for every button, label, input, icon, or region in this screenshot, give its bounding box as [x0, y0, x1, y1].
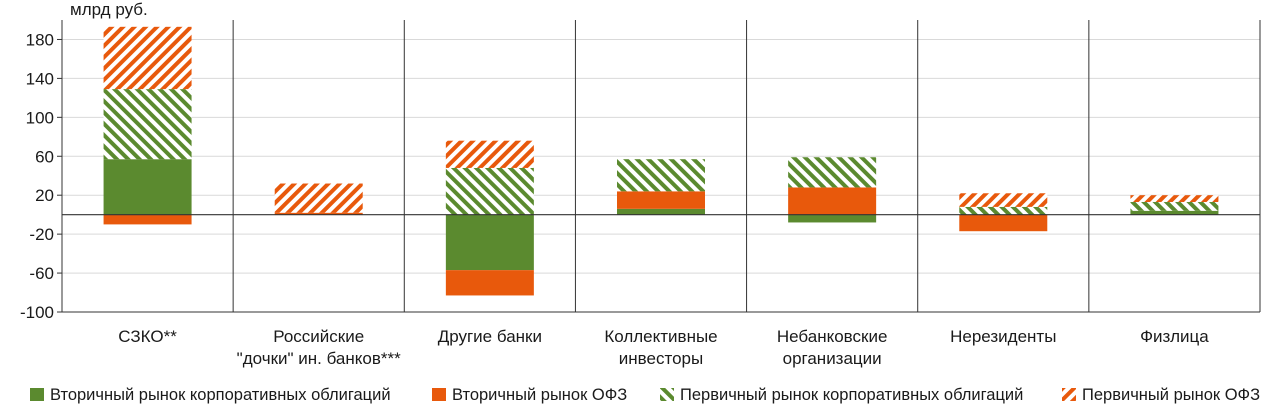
bar-segment-1	[1130, 210, 1219, 215]
category-label: Физлица	[1140, 327, 1209, 346]
category-label: Нерезиденты	[950, 327, 1056, 346]
bar-segment-2	[617, 191, 705, 209]
y-tick-label: 140	[26, 69, 54, 88]
bar-segment-4	[274, 183, 363, 213]
legend-swatch	[30, 388, 44, 401]
bar-segment-1	[788, 214, 877, 223]
legend-label: Первичный рынок корпоративных облигаций	[680, 386, 1023, 404]
legend-swatch	[432, 388, 446, 401]
category-label: Другие банки	[438, 327, 542, 346]
y-tick-label: -60	[29, 264, 54, 283]
bar-segment-3	[445, 167, 534, 215]
bars	[103, 26, 1219, 296]
category-label: Небанковские	[777, 327, 888, 346]
bar-segment-2	[274, 212, 363, 215]
legend-swatch	[1062, 388, 1076, 401]
axes	[57, 20, 1261, 313]
category-label: инвесторы	[619, 349, 703, 368]
bar-segment-3	[788, 157, 877, 188]
legend: Вторичный рынок корпоративных облигаций В…	[30, 386, 1260, 404]
category-label: Российские	[273, 327, 364, 346]
y-tick-label: 180	[26, 30, 54, 49]
bar-segment-1	[617, 208, 705, 215]
category-label: "дочки" ин. банков***	[237, 349, 401, 368]
category-label: организации	[783, 349, 882, 368]
legend-label: Вторичный рынок ОФЗ	[452, 386, 627, 404]
bar-segment-2	[103, 214, 192, 225]
legend-label: Первичный рынок ОФЗ	[1082, 386, 1260, 404]
bar-segment-2	[959, 214, 1048, 232]
bar-segment-3	[1130, 202, 1219, 211]
y-tick-label: -20	[29, 225, 54, 244]
bar-segment-1	[445, 214, 534, 271]
legend-label: Вторичный рынок корпоративных облигаций	[50, 386, 391, 404]
bar-segment-2	[445, 270, 534, 296]
unit-label: млрд руб.	[70, 0, 148, 19]
category-label: Коллективные	[604, 327, 717, 346]
bar-segment-3	[617, 159, 705, 192]
bar-segment-4	[959, 193, 1048, 207]
legend-swatch	[660, 388, 674, 401]
labels: 180 140 100 60 20 -20 -60 -100 млрд руб. СЗКО** Ро…	[20, 0, 1209, 368]
bar-segment-4	[103, 26, 192, 90]
y-tick-label: -100	[20, 303, 54, 322]
y-tick-label: 100	[26, 108, 54, 127]
category-label: СЗКО**	[118, 327, 177, 346]
bar-segment-3	[959, 206, 1048, 215]
bar-segment-3	[103, 89, 192, 160]
bar-segment-4	[1130, 195, 1219, 203]
bar-segment-1	[103, 159, 192, 215]
y-tick-label: 20	[35, 186, 54, 205]
y-tick-label: 60	[35, 147, 54, 166]
bar-segment-2	[788, 187, 877, 215]
bar-segment-4	[445, 140, 534, 168]
